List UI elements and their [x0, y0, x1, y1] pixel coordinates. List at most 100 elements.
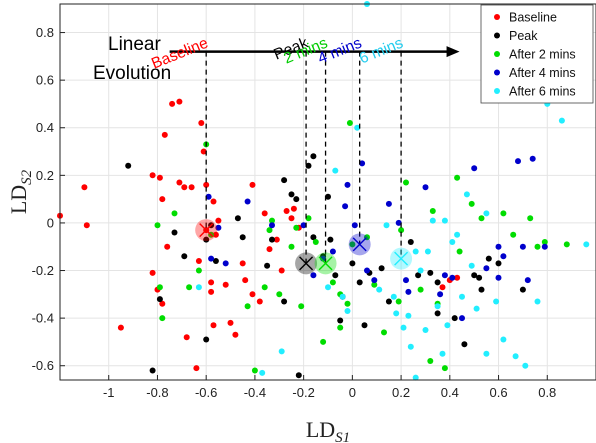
- data-point: [288, 243, 295, 250]
- data-point: [183, 334, 190, 341]
- data-point: [427, 269, 434, 276]
- data-point: [222, 260, 229, 267]
- data-point: [210, 198, 217, 205]
- data-point: [156, 296, 163, 303]
- x-tick-label: -0.4: [244, 385, 266, 400]
- data-point: [227, 319, 234, 326]
- data-point: [393, 310, 400, 317]
- data-point: [215, 224, 222, 231]
- data-point: [342, 203, 349, 210]
- data-point: [159, 196, 166, 203]
- data-point: [512, 353, 519, 360]
- legend-label: After 4 mins: [509, 66, 576, 80]
- x-axis-ticks: -1 -0.8 -0.6 -0.4 -0.2 0 0.2 0.4 0.6 0.8: [103, 375, 556, 400]
- y-axis-label: LDS2: [6, 169, 35, 214]
- x-tick-label: 0.2: [392, 385, 410, 400]
- y-axis-ticks: 0.8 0.6 0.4 0.2 0 -0.2 -0.4 -0.6: [32, 25, 65, 373]
- data-point: [351, 222, 358, 229]
- legend-marker: [494, 88, 500, 94]
- data-point: [483, 265, 490, 272]
- data-point: [468, 262, 475, 269]
- x-axis-label: LDS1: [306, 417, 350, 443]
- data-point: [441, 272, 448, 279]
- annotation-title-line2: Evolution: [93, 63, 171, 84]
- data-point: [495, 243, 502, 250]
- data-point: [215, 217, 222, 224]
- data-point: [483, 350, 490, 357]
- data-point: [483, 210, 490, 217]
- legend-label: Baseline: [509, 11, 557, 25]
- data-point: [376, 286, 383, 293]
- data-point: [269, 236, 275, 243]
- annotation-label: 6 mins: [357, 34, 406, 67]
- y-tick-label: 0: [47, 215, 54, 230]
- data-point: [161, 131, 168, 138]
- data-point: [471, 272, 478, 279]
- data-point: [459, 293, 465, 300]
- data-point: [332, 167, 339, 174]
- data-point: [176, 98, 183, 105]
- data-point: [208, 288, 215, 295]
- data-point: [461, 341, 468, 348]
- data-point: [251, 367, 258, 374]
- x-tick-label: 0.4: [441, 385, 459, 400]
- y-tick-label: 0.2: [36, 168, 54, 183]
- data-point: [415, 272, 422, 279]
- data-point: [239, 260, 246, 267]
- data-point: [186, 284, 193, 291]
- centroid-cross: [352, 237, 367, 252]
- data-point: [417, 286, 424, 293]
- data-point: [478, 286, 485, 293]
- data-point: [437, 291, 444, 298]
- data-point: [200, 148, 207, 155]
- data-point: [344, 300, 351, 307]
- data-point: [203, 336, 210, 343]
- data-point: [298, 303, 305, 310]
- data-point: [563, 241, 570, 248]
- data-point: [422, 184, 429, 191]
- data-point: [300, 222, 307, 229]
- data-point: [305, 215, 312, 222]
- data-point: [519, 286, 526, 293]
- data-point: [405, 288, 412, 295]
- data-point: [454, 231, 461, 238]
- data-point: [359, 160, 366, 167]
- data-point: [459, 315, 465, 322]
- x-tick-label: 0.8: [538, 385, 556, 400]
- data-point: [312, 239, 319, 245]
- data-point: [485, 255, 492, 262]
- data-point: [278, 267, 285, 274]
- data-point: [454, 174, 461, 181]
- legend-marker: [494, 69, 500, 76]
- data-point: [169, 100, 176, 107]
- data-point: [434, 303, 441, 310]
- data-point: [266, 227, 273, 234]
- data-point: [495, 274, 502, 281]
- data-point: [427, 358, 434, 364]
- data-point: [558, 117, 565, 124]
- evolution-arrow-head: [446, 46, 460, 58]
- data-point: [541, 243, 548, 250]
- data-point: [383, 222, 390, 229]
- data-point: [434, 310, 441, 317]
- data-point: [407, 343, 414, 350]
- legend-box: [480, 4, 594, 104]
- data-point: [264, 262, 271, 269]
- data-point: [156, 174, 163, 181]
- series-after-4-mins: [205, 155, 548, 322]
- data-point: [454, 274, 461, 281]
- data-point: [381, 329, 387, 336]
- data-point: [337, 324, 344, 331]
- data-point: [327, 236, 334, 243]
- data-point: [295, 372, 302, 379]
- data-point: [239, 234, 246, 241]
- data-point: [400, 324, 407, 331]
- annotation-title-line1: Linear: [108, 34, 161, 55]
- y-tick-label: 0.6: [36, 73, 54, 88]
- data-point: [249, 291, 256, 298]
- data-point: [293, 224, 300, 231]
- x-tick-label: -0.8: [146, 385, 168, 400]
- data-point: [500, 336, 507, 343]
- data-point: [468, 200, 475, 207]
- data-point: [500, 253, 507, 260]
